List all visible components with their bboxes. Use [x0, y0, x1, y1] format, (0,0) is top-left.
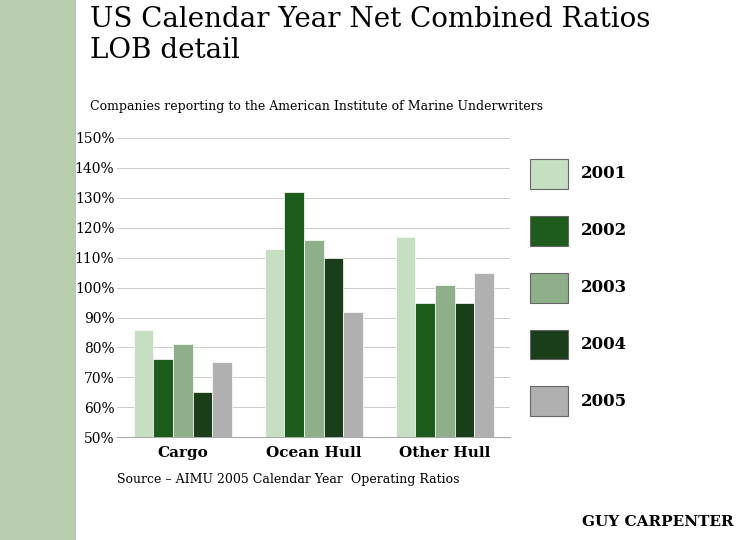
- Text: 2005: 2005: [581, 393, 627, 410]
- Bar: [173, 345, 193, 540]
- Bar: [265, 248, 284, 540]
- Bar: [415, 302, 435, 540]
- Bar: [212, 362, 232, 540]
- Bar: [304, 240, 324, 540]
- Text: GUY CARPENTER: GUY CARPENTER: [581, 515, 733, 529]
- Bar: [324, 258, 343, 540]
- FancyBboxPatch shape: [530, 273, 568, 302]
- Bar: [474, 273, 494, 540]
- Bar: [454, 302, 474, 540]
- Text: US Calendar Year Net Combined Ratios
LOB detail: US Calendar Year Net Combined Ratios LOB…: [90, 6, 650, 64]
- Bar: [134, 329, 153, 540]
- Bar: [284, 192, 304, 540]
- Text: 2004: 2004: [581, 336, 627, 353]
- Text: 2003: 2003: [581, 279, 627, 296]
- Text: 2002: 2002: [581, 222, 627, 239]
- Bar: [153, 360, 173, 540]
- Text: Source – AIMU 2005 Calendar Year  Operating Ratios: Source – AIMU 2005 Calendar Year Operati…: [117, 472, 460, 485]
- Bar: [395, 237, 415, 540]
- Bar: [435, 285, 454, 540]
- Text: Companies reporting to the American Institute of Marine Underwriters: Companies reporting to the American Inst…: [90, 100, 543, 113]
- FancyBboxPatch shape: [530, 159, 568, 188]
- Text: 2001: 2001: [581, 165, 627, 182]
- FancyBboxPatch shape: [530, 215, 568, 246]
- Bar: [193, 393, 212, 540]
- FancyBboxPatch shape: [530, 387, 568, 416]
- FancyBboxPatch shape: [530, 329, 568, 360]
- Bar: [343, 312, 363, 540]
